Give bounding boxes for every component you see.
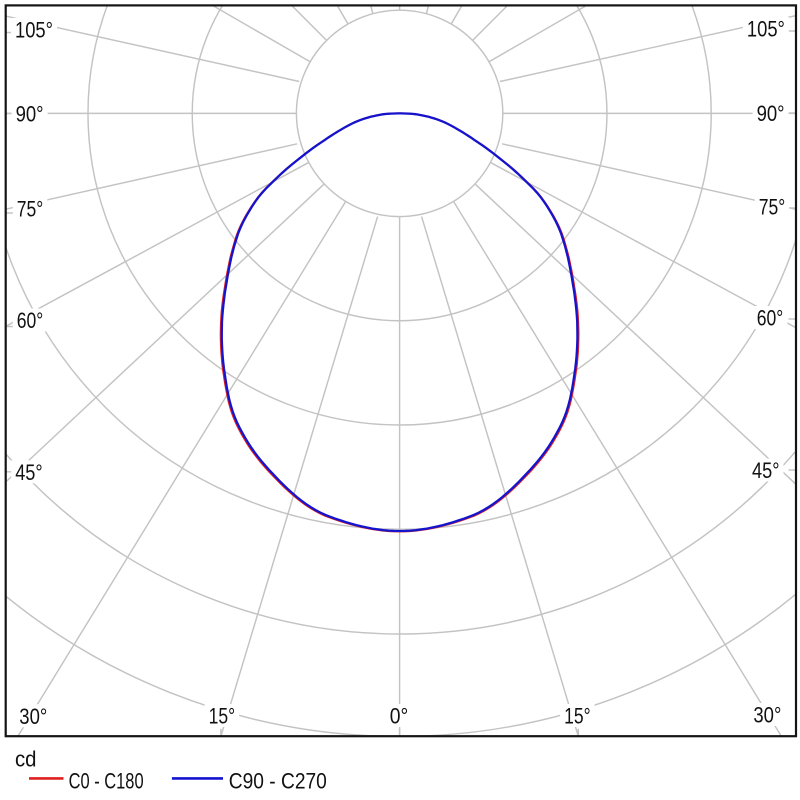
svg-text:30°: 30° xyxy=(19,704,47,729)
svg-text:45°: 45° xyxy=(15,460,43,485)
svg-text:60°: 60° xyxy=(17,308,44,333)
svg-text:105°: 105° xyxy=(15,18,53,43)
svg-text:0°: 0° xyxy=(390,704,409,729)
svg-text:60°: 60° xyxy=(757,306,784,331)
svg-text:C90 - C270: C90 - C270 xyxy=(229,769,327,794)
svg-text:cd: cd xyxy=(15,747,37,772)
svg-text:90°: 90° xyxy=(757,101,785,126)
svg-text:15°: 15° xyxy=(564,704,591,729)
svg-text:90°: 90° xyxy=(16,102,44,127)
svg-text:75°: 75° xyxy=(759,194,786,219)
svg-text:45°: 45° xyxy=(752,458,780,483)
svg-text:C0 - C180: C0 - C180 xyxy=(69,769,144,794)
svg-text:15°: 15° xyxy=(209,704,236,729)
svg-text:105°: 105° xyxy=(747,16,785,41)
svg-text:75°: 75° xyxy=(17,197,44,222)
svg-text:30°: 30° xyxy=(753,703,781,728)
